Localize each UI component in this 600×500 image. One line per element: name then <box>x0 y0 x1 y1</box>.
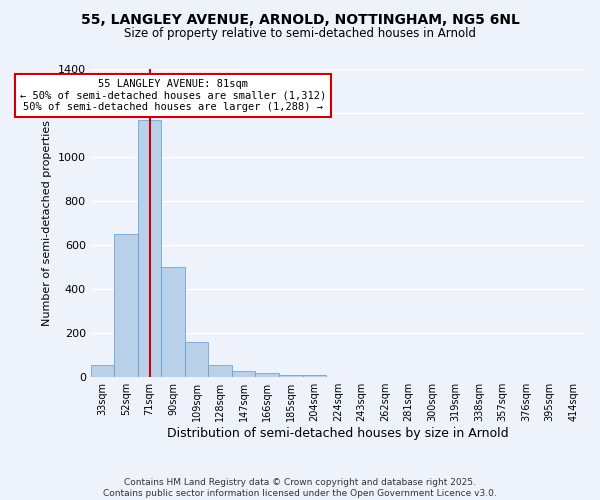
Bar <box>279 374 302 377</box>
Text: Size of property relative to semi-detached houses in Arnold: Size of property relative to semi-detach… <box>124 28 476 40</box>
Bar <box>185 342 208 377</box>
Y-axis label: Number of semi-detached properties: Number of semi-detached properties <box>42 120 52 326</box>
Bar <box>256 373 279 377</box>
Bar <box>161 267 185 377</box>
Bar <box>138 120 161 377</box>
Bar <box>208 365 232 377</box>
Bar <box>232 370 256 377</box>
Bar <box>302 374 326 377</box>
Text: 55, LANGLEY AVENUE, ARNOLD, NOTTINGHAM, NG5 6NL: 55, LANGLEY AVENUE, ARNOLD, NOTTINGHAM, … <box>80 12 520 26</box>
Bar <box>114 234 138 377</box>
Text: Contains HM Land Registry data © Crown copyright and database right 2025.
Contai: Contains HM Land Registry data © Crown c… <box>103 478 497 498</box>
X-axis label: Distribution of semi-detached houses by size in Arnold: Distribution of semi-detached houses by … <box>167 427 509 440</box>
Bar <box>91 365 114 377</box>
Text: 55 LANGLEY AVENUE: 81sqm
← 50% of semi-detached houses are smaller (1,312)
50% o: 55 LANGLEY AVENUE: 81sqm ← 50% of semi-d… <box>20 79 326 112</box>
